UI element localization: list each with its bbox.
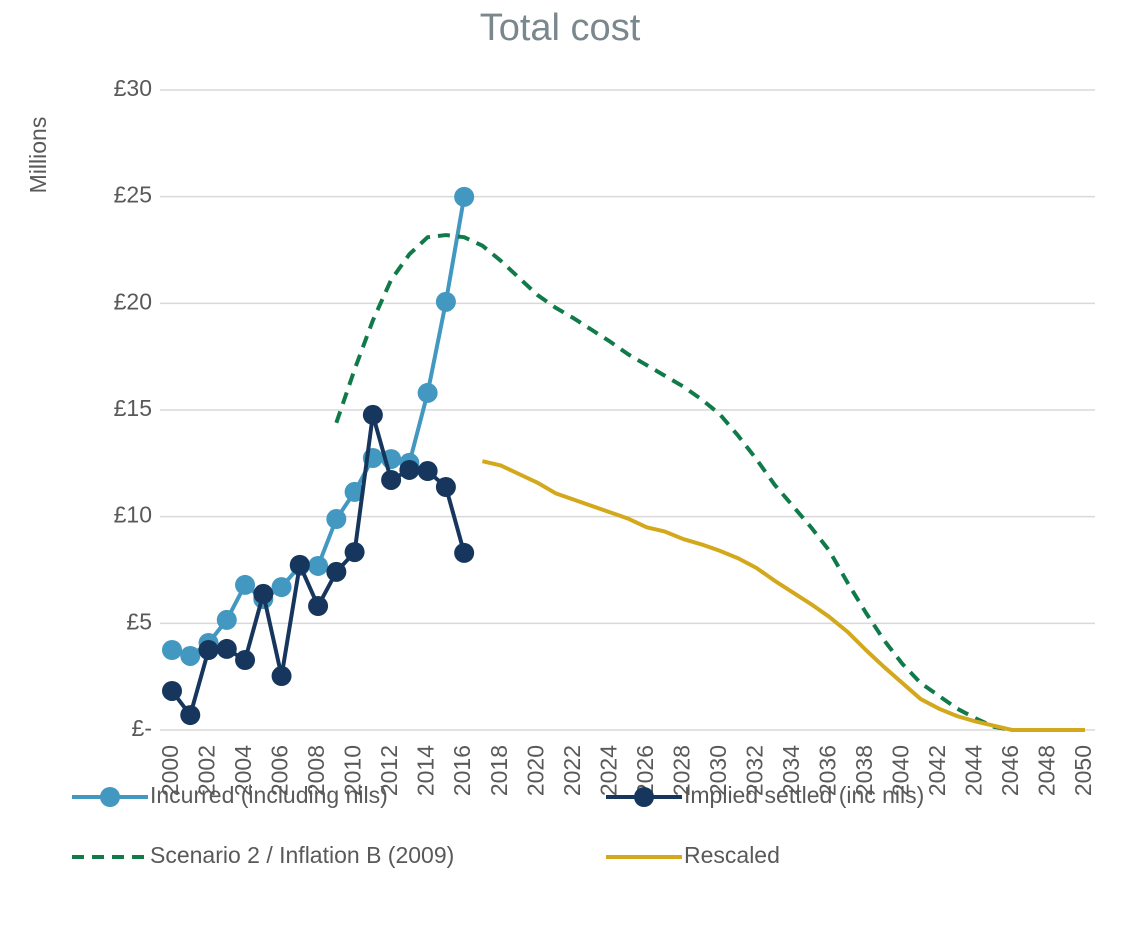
series-line bbox=[171, 196, 467, 658]
y-tick-label: £30 bbox=[114, 75, 152, 101]
series-marker bbox=[308, 596, 329, 617]
y-axis-label: Millions bbox=[25, 117, 51, 194]
series-marker bbox=[271, 577, 292, 598]
series-marker bbox=[381, 469, 402, 490]
y-tick-label: £- bbox=[132, 715, 152, 741]
legend-label: Incurred (including nils) bbox=[150, 782, 388, 808]
series-marker bbox=[162, 680, 182, 701]
x-tick-label: 2044 bbox=[961, 745, 987, 796]
legend-label: Scenario 2 / Inflation B (2009) bbox=[150, 842, 454, 868]
y-tick-label: £15 bbox=[114, 395, 152, 421]
series-marker bbox=[235, 574, 256, 595]
series-marker bbox=[216, 638, 237, 659]
x-tick-label: 2040 bbox=[887, 745, 913, 796]
x-tick-label: 2038 bbox=[851, 745, 877, 796]
series-marker bbox=[417, 461, 438, 482]
x-tick-label: 2014 bbox=[413, 745, 439, 796]
series-marker bbox=[435, 477, 456, 498]
x-tick-label: 2032 bbox=[741, 745, 767, 796]
legend-label: Rescaled bbox=[684, 842, 780, 868]
series-marker bbox=[454, 186, 475, 207]
y-tick-label: £5 bbox=[126, 608, 152, 634]
series-line bbox=[481, 459, 1085, 732]
x-tick-label: 2010 bbox=[340, 745, 366, 796]
series-line bbox=[334, 233, 1085, 732]
x-tick-label: 2050 bbox=[1070, 745, 1096, 796]
legend-label: Implied settled (inc nils) bbox=[684, 782, 924, 808]
x-tick-label: 2048 bbox=[1034, 745, 1060, 796]
series-marker bbox=[162, 640, 182, 660]
x-tick-label: 2022 bbox=[559, 745, 585, 796]
x-tick-label: 2012 bbox=[376, 745, 402, 796]
legend-marker bbox=[634, 787, 654, 807]
series-marker bbox=[235, 650, 256, 671]
series-marker bbox=[326, 561, 347, 582]
x-tick-label: 2016 bbox=[449, 745, 475, 796]
series-marker bbox=[417, 382, 438, 403]
series-marker bbox=[271, 666, 292, 687]
x-tick-label: 2000 bbox=[157, 745, 183, 796]
series-marker bbox=[454, 542, 475, 563]
series-marker bbox=[344, 542, 365, 563]
series-marker bbox=[435, 291, 456, 312]
x-tick-label: 2036 bbox=[814, 745, 840, 796]
series-marker bbox=[216, 609, 237, 630]
x-tick-label: 2006 bbox=[267, 745, 293, 796]
series-marker bbox=[289, 554, 310, 575]
x-tick-label: 2028 bbox=[668, 745, 694, 796]
legend-marker bbox=[100, 787, 120, 807]
chart-title: Total cost bbox=[480, 7, 641, 49]
x-tick-label: 2018 bbox=[486, 745, 512, 796]
x-tick-label: 2042 bbox=[924, 745, 950, 796]
x-tick-label: 2020 bbox=[522, 745, 548, 796]
y-tick-label: £10 bbox=[114, 502, 152, 528]
x-tick-label: 2030 bbox=[705, 745, 731, 796]
series-marker bbox=[362, 404, 383, 425]
y-tick-label: £25 bbox=[114, 182, 152, 208]
x-tick-label: 2004 bbox=[230, 745, 256, 796]
series-marker bbox=[198, 640, 219, 660]
series-marker bbox=[180, 645, 201, 666]
x-tick-label: 2034 bbox=[778, 745, 804, 796]
series-marker bbox=[253, 583, 274, 604]
series-marker bbox=[326, 509, 347, 530]
series-marker bbox=[399, 459, 420, 480]
series-marker bbox=[344, 481, 365, 502]
x-tick-label: 2002 bbox=[194, 745, 220, 796]
x-tick-label: 2046 bbox=[997, 745, 1023, 796]
series-marker bbox=[180, 705, 201, 726]
series-marker bbox=[308, 555, 329, 576]
x-tick-label: 2024 bbox=[595, 745, 621, 796]
y-tick-label: £20 bbox=[114, 288, 152, 314]
x-tick-label: 2008 bbox=[303, 745, 329, 796]
